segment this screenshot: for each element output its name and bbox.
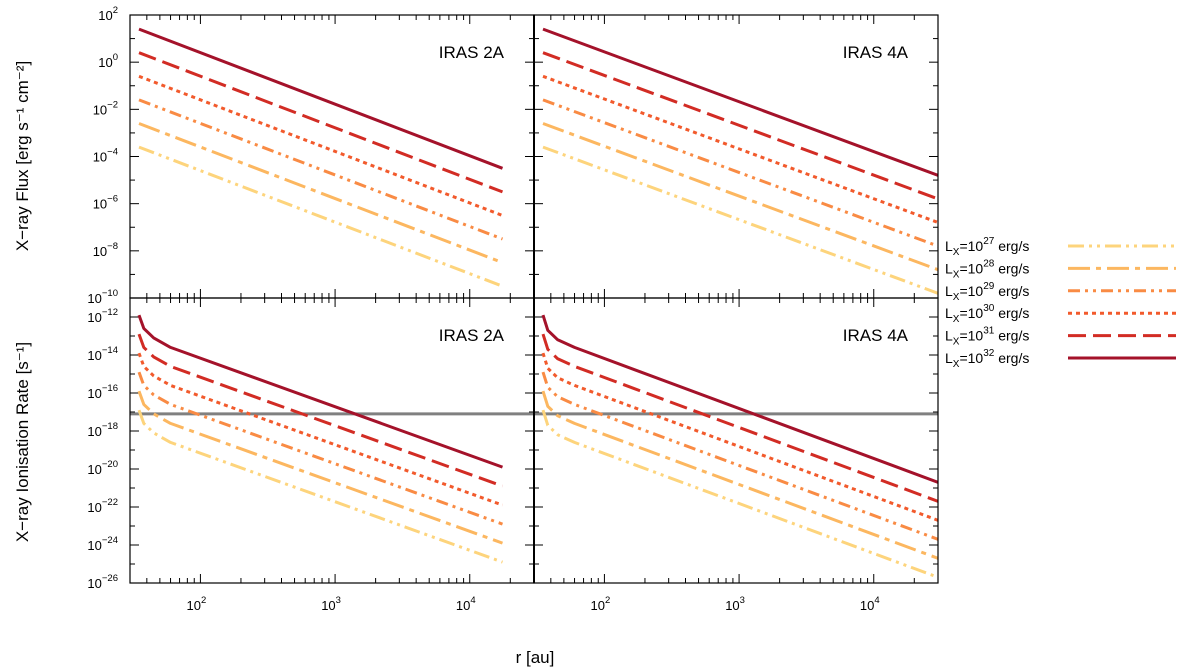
- series-line-lx30: [137, 352, 504, 507]
- series-line-lx32: [542, 27, 938, 177]
- legend: LX=1027 erg/sLX=1028 erg/sLX=1029 erg/sL…: [945, 236, 1176, 370]
- series-line-lx31: [138, 51, 504, 194]
- series-line-lx29: [138, 98, 504, 241]
- series-line-lx29: [541, 371, 938, 541]
- panel-top-right: IRAS 4A: [533, 14, 939, 299]
- x-tick-label: 102: [591, 595, 611, 613]
- y-tick-label: 10−12: [87, 307, 118, 325]
- series-line-lx32: [137, 314, 504, 469]
- y-tick-label: 10−24: [87, 535, 118, 553]
- y-tick-label: 10−4: [93, 147, 118, 165]
- y-tick-label: 10−14: [87, 345, 118, 363]
- legend-label: LX=1031 erg/s: [945, 326, 1029, 348]
- legend-item-lx28: LX=1028 erg/s: [945, 258, 1176, 280]
- x-tick-label: 104: [860, 595, 880, 613]
- series-line-lx32: [138, 27, 504, 170]
- y-tick-label: 10−18: [87, 421, 118, 439]
- y-axis-label-ionisation: X−ray Ionisation Rate [s⁻¹]: [13, 342, 32, 542]
- series-group: [138, 27, 504, 288]
- y-tick-label: 10−8: [93, 241, 118, 259]
- legend-item-lx32: LX=1032 erg/s: [945, 348, 1176, 370]
- y-tick-label: 10−26: [87, 573, 118, 591]
- legend-item-lx31: LX=1031 erg/s: [945, 326, 1176, 348]
- legend-item-lx30: LX=1030 erg/s: [945, 303, 1176, 325]
- series-line-lx31: [137, 333, 504, 488]
- x-tick-label: 104: [456, 595, 476, 613]
- series-line-lx27: [138, 145, 504, 288]
- y-tick-label: 10−22: [87, 497, 118, 515]
- legend-label: LX=1029 erg/s: [945, 281, 1029, 303]
- legend-label: LX=1030 erg/s: [945, 303, 1029, 325]
- series-line-lx31: [542, 51, 938, 201]
- legend-label: LX=1032 erg/s: [945, 348, 1029, 370]
- svg-text:X−ray Flux [erg s⁻¹ cm⁻²]: X−ray Flux [erg s⁻¹ cm⁻²]: [13, 61, 32, 251]
- panel-title: IRAS 4A: [843, 43, 909, 62]
- panel-bottom-left: IRAS 2A 10−26 10−24 10−22 10−20 10−18 10−16 10−…: [87, 297, 535, 613]
- y-tick-label: 10−20: [87, 459, 118, 477]
- y-tick-label: 102: [98, 5, 118, 23]
- svg-text:X−ray Ionisation Rate [s⁻¹]: X−ray Ionisation Rate [s⁻¹]: [13, 342, 32, 542]
- series-group: [542, 27, 938, 295]
- y-tick-label: 100: [98, 52, 118, 70]
- y-tick-label: 10−6: [93, 194, 118, 212]
- panel-top-left: IRAS 2A 10−10 10−8 10−6 10−4 10−2 100 102: [87, 5, 535, 306]
- panel-bottom-right: IRAS 4A 102 103 104: [533, 297, 939, 613]
- x-tick-label: 103: [321, 595, 341, 613]
- x-tick-label: 102: [187, 595, 207, 613]
- y-axis-label-flux: X−ray Flux [erg s⁻¹ cm⁻²]: [13, 61, 32, 251]
- series-line-lx27: [541, 409, 938, 579]
- panel-title: IRAS 2A: [439, 43, 505, 62]
- series-line-lx27: [542, 145, 938, 295]
- legend-label: LX=1028 erg/s: [945, 258, 1029, 280]
- panel-title: IRAS 4A: [843, 326, 909, 345]
- x-axis-label: r [au]: [516, 648, 555, 667]
- series-line-lx30: [542, 74, 938, 224]
- series-line-lx32: [541, 314, 938, 484]
- series-group: [541, 314, 938, 579]
- series-line-lx28: [137, 390, 504, 545]
- y-tick-label: 10−2: [93, 99, 118, 117]
- y-tick-label: 10−16: [87, 383, 118, 401]
- series-line-lx30: [138, 74, 504, 217]
- series-line-lx29: [137, 371, 504, 526]
- legend-item-lx27: LX=1027 erg/s: [945, 236, 1176, 258]
- series-line-lx31: [541, 333, 938, 503]
- panel-title: IRAS 2A: [439, 326, 505, 345]
- series-group: [137, 314, 504, 564]
- series-line-lx27: [137, 409, 504, 564]
- x-tick-label: 103: [725, 595, 745, 613]
- legend-label: LX=1027 erg/s: [945, 236, 1029, 258]
- series-line-lx28: [542, 122, 938, 272]
- series-line-lx29: [542, 98, 938, 248]
- series-line-lx28: [541, 390, 938, 560]
- y-tick-label: 10−10: [87, 288, 118, 306]
- legend-item-lx29: LX=1029 erg/s: [945, 281, 1176, 303]
- series-line-lx28: [138, 122, 504, 265]
- series-line-lx30: [541, 352, 938, 522]
